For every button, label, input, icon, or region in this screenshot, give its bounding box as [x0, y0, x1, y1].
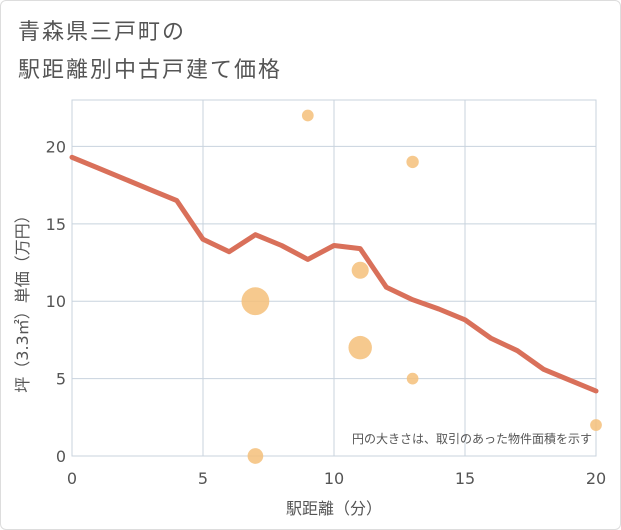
bubble-point — [590, 419, 602, 431]
x-tick-label: 5 — [198, 469, 208, 488]
chart-title-line2: 駅距離別中古戸建て価格 — [18, 58, 283, 83]
x-tick-label: 20 — [586, 469, 606, 488]
x-tick-labels: 0 5 10 15 20 — [67, 469, 606, 488]
x-tick-label: 15 — [455, 469, 475, 488]
y-tick-label: 10 — [46, 292, 66, 311]
chart-title-line1: 青森県三戸町の — [18, 20, 187, 45]
y-tick-labels: 0 5 10 15 20 — [46, 137, 66, 466]
bubble-point — [247, 448, 264, 464]
x-axis-title: 駅距離（分） — [286, 499, 382, 518]
bubble-size-note: 円の大きさは、取引のあった物件面積を示す — [352, 431, 592, 446]
bubble-series — [241, 109, 602, 464]
bubble-point — [406, 372, 419, 385]
bubble-point — [301, 109, 314, 122]
bubble-point — [348, 335, 372, 360]
bubble-point — [406, 155, 419, 169]
average-price-line — [69, 154, 599, 394]
plot-border — [71, 99, 597, 457]
y-tick-label: 5 — [56, 370, 66, 389]
bubble-point — [351, 261, 369, 279]
y-axis-title: 坪（3.3㎡）単価（万円） — [13, 207, 32, 392]
x-tick-label: 0 — [67, 469, 77, 488]
bubble-point — [241, 287, 270, 316]
y-tick-label: 0 — [56, 447, 66, 466]
x-tick-label: 10 — [324, 469, 344, 488]
y-tick-label: 20 — [46, 137, 66, 156]
y-tick-label: 15 — [46, 215, 66, 234]
